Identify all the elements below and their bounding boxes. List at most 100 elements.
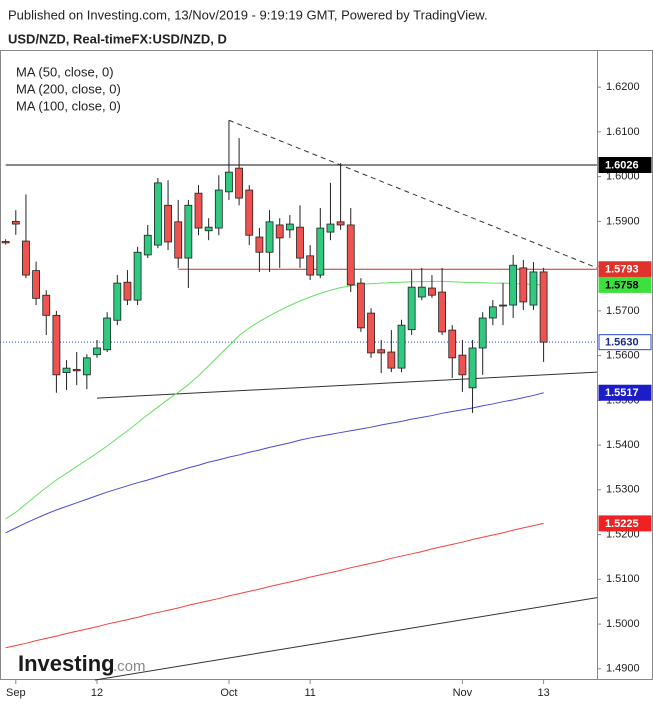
price-label-box [598,515,652,532]
y-tick-label: 1.5100 [606,573,640,585]
candle-body [478,317,487,349]
y-tick-label: 1.5900 [606,215,640,227]
price-label: 1.5758 [605,279,639,291]
candle-body [62,367,71,374]
x-tick-label: 11 [304,687,315,699]
candle-body [174,221,183,259]
candle-body [306,255,315,276]
watermark-brand: Investing [18,651,115,676]
candle-body [407,286,416,331]
candle-body [255,236,264,253]
candle-body [438,291,447,333]
candle-body [184,204,193,259]
legend-entry: MA (100, close, 0) [16,98,121,113]
price-label-box [598,261,652,278]
candle-body [52,314,61,376]
candle-body [499,304,507,307]
watermark-suffix: .com [113,658,146,675]
candle-body [509,264,518,306]
trend-line [228,119,598,269]
candle-body [336,221,345,226]
candle-body [11,220,20,225]
candle-body [32,270,40,299]
candle-body [194,192,203,229]
candle-body [519,267,528,303]
candle-body [143,234,152,256]
candle-body [417,286,426,298]
candle-body [428,287,436,296]
candle-body [367,312,375,354]
candle-body [113,282,122,321]
candle-body [529,271,538,306]
candle-body [22,240,30,276]
candle-body [346,224,355,286]
frame [0,50,653,680]
candle-body [356,282,365,329]
y-tick-label: 1.6200 [606,81,640,93]
candle-body [204,226,213,232]
price-label: 1.5517 [605,387,639,399]
candle-body [296,226,304,259]
candle-body [316,227,325,276]
x-tick-label: Sep [6,687,26,699]
candle-body [265,221,274,253]
candle-body [448,329,457,359]
candle-body [133,251,142,301]
candle-body [285,223,294,231]
ma-line [5,522,544,649]
y-tick-label: 1.6100 [606,126,640,138]
candle-body [225,171,233,193]
candle-body [468,347,477,389]
trend-line [94,597,598,681]
price-label-box [598,384,652,401]
candle-body [458,354,467,376]
candle-body [123,281,132,301]
y-tick-label: 1.5200 [606,528,640,540]
price-label: 1.6026 [605,159,639,171]
candle-body [377,349,386,354]
candle-body [103,317,112,351]
y-tick-label: 1.5400 [606,439,640,451]
chart-title: USD/NZD, Real-timeFX:USD/NZD, D [8,31,227,46]
y-tick-label: 1.6000 [606,171,640,183]
price-label-box [598,276,652,293]
y-tick-label: 1.5700 [606,305,640,317]
price-label-box [598,334,652,351]
y-tick-label: 1.5000 [606,618,640,630]
candle-body [539,271,548,343]
candle-body [1,241,10,244]
y-tick-label: 1.5600 [606,350,640,362]
header: Published on Investing.com, 13/Nov/2019 … [8,7,488,22]
candle-body [275,224,284,239]
y-tick-label: 1.5300 [606,484,640,496]
price-label: 1.5225 [605,518,639,530]
candle-body [397,324,406,369]
y-tick-label: 1.4900 [606,663,640,675]
x-tick-label: 13 [537,687,549,699]
candle-body [82,357,91,376]
candle-body [153,182,162,246]
trend-line [96,371,598,399]
price-label-box [598,156,652,173]
legend-entry: MA (50, close, 0) [16,64,114,79]
candle-body [214,189,223,229]
ma-line [5,280,544,520]
candle-body [387,351,396,369]
candle-body [488,306,497,319]
x-tick-label: Oct [220,687,237,699]
candle-body [72,369,81,372]
candle-body [326,223,335,233]
x-tick-label: Nov [453,687,473,699]
ma-line [5,392,544,534]
price-label: 1.5793 [605,264,639,276]
price-label: 1.5630 [605,337,639,349]
candle-body [245,189,254,236]
candle-body [164,204,172,243]
x-tick-label: 12 [91,687,103,699]
candle-body [235,167,244,199]
legend-entry: MA (200, close, 0) [16,81,121,96]
candle-body [93,347,101,356]
candle-body [42,294,51,316]
